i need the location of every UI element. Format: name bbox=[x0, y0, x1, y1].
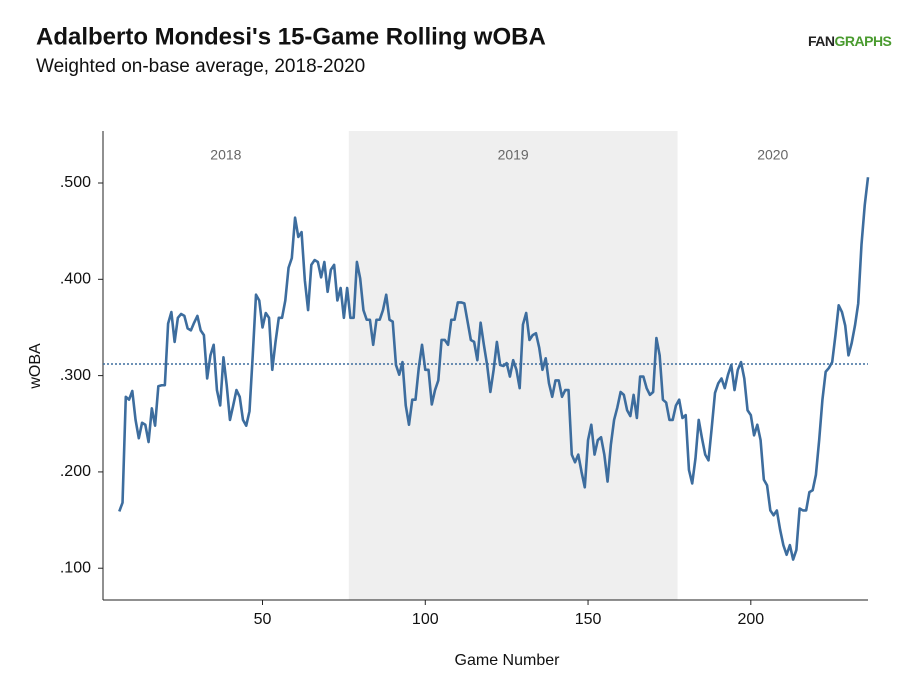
brand-logo: FANGRAPHS bbox=[808, 33, 892, 49]
x-axis-label: Game Number bbox=[455, 652, 561, 669]
chart-title: Adalberto Mondesi's 15-Game Rolling wOBA bbox=[36, 23, 546, 50]
season-label: 2019 bbox=[498, 147, 529, 163]
chart-subtitle: Weighted on-base average, 2018-2020 bbox=[36, 56, 365, 77]
season-label: 2018 bbox=[210, 147, 241, 163]
x-tick-label: 150 bbox=[575, 611, 602, 628]
y-tick-label: .200 bbox=[60, 463, 91, 480]
season-label: 2020 bbox=[757, 147, 788, 163]
x-tick-label: 50 bbox=[254, 611, 272, 628]
x-tick-label: 100 bbox=[412, 611, 439, 628]
y-tick-label: .400 bbox=[60, 271, 91, 288]
y-tick-label: .100 bbox=[60, 559, 91, 576]
y-tick-label: .300 bbox=[60, 367, 91, 384]
y-axis-label: wOBA bbox=[27, 343, 44, 390]
data-line bbox=[118, 177, 870, 561]
y-tick-label: .500 bbox=[60, 174, 91, 191]
x-tick-label: 200 bbox=[737, 611, 764, 628]
brand-part: GRAPHS bbox=[835, 33, 892, 49]
brand-part: FAN bbox=[808, 33, 835, 49]
